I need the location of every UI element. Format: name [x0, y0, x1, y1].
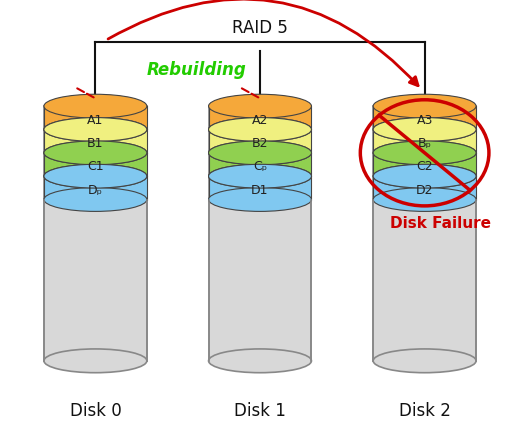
Text: Dₚ: Dₚ	[88, 184, 103, 197]
Bar	[44, 129, 147, 153]
Text: Rebuilding: Rebuilding	[147, 61, 246, 79]
Bar	[44, 153, 147, 176]
Text: A2: A2	[252, 114, 268, 127]
Ellipse shape	[44, 117, 147, 141]
Bar	[209, 106, 311, 129]
Bar	[44, 176, 147, 199]
Bar	[209, 176, 311, 199]
Text: Disk 0: Disk 0	[70, 402, 121, 420]
Ellipse shape	[44, 164, 147, 188]
Bar	[44, 106, 147, 129]
Ellipse shape	[44, 94, 147, 118]
Ellipse shape	[373, 164, 476, 188]
Ellipse shape	[209, 117, 311, 141]
Ellipse shape	[373, 187, 476, 211]
Ellipse shape	[209, 187, 311, 211]
Ellipse shape	[44, 187, 147, 211]
Bar	[209, 153, 311, 176]
Ellipse shape	[373, 117, 476, 141]
Text: D2: D2	[416, 184, 433, 197]
Ellipse shape	[373, 141, 476, 165]
Text: A3: A3	[417, 114, 433, 127]
Ellipse shape	[44, 141, 147, 165]
Bar	[373, 176, 476, 199]
Text: D1: D1	[251, 184, 269, 197]
Ellipse shape	[373, 349, 476, 373]
Bar	[209, 106, 311, 361]
Bar	[209, 129, 311, 153]
Ellipse shape	[373, 94, 476, 118]
Ellipse shape	[44, 349, 147, 373]
Ellipse shape	[209, 164, 311, 188]
Text: B1: B1	[87, 137, 103, 150]
Ellipse shape	[373, 117, 476, 141]
Text: Disk 1: Disk 1	[234, 402, 286, 420]
Ellipse shape	[209, 349, 311, 373]
Text: B2: B2	[252, 137, 268, 150]
Ellipse shape	[209, 141, 311, 165]
Ellipse shape	[44, 117, 147, 141]
Bar	[373, 153, 476, 176]
Text: Bₚ: Bₚ	[418, 137, 432, 150]
Text: RAID 5: RAID 5	[232, 19, 288, 37]
Bar	[373, 129, 476, 153]
Ellipse shape	[209, 164, 311, 188]
Text: Disk 2: Disk 2	[399, 402, 450, 420]
Text: C2: C2	[417, 160, 433, 173]
Bar	[373, 106, 476, 129]
Text: Cₚ: Cₚ	[253, 160, 267, 173]
Bar	[44, 106, 147, 361]
Text: Disk Failure: Disk Failure	[389, 216, 490, 231]
Ellipse shape	[373, 164, 476, 188]
Ellipse shape	[209, 94, 311, 118]
Bar	[373, 106, 476, 361]
Ellipse shape	[44, 141, 147, 165]
Ellipse shape	[209, 141, 311, 165]
Ellipse shape	[209, 117, 311, 141]
Text: A1: A1	[87, 114, 103, 127]
Ellipse shape	[373, 141, 476, 165]
Text: C1: C1	[87, 160, 103, 173]
Ellipse shape	[44, 164, 147, 188]
